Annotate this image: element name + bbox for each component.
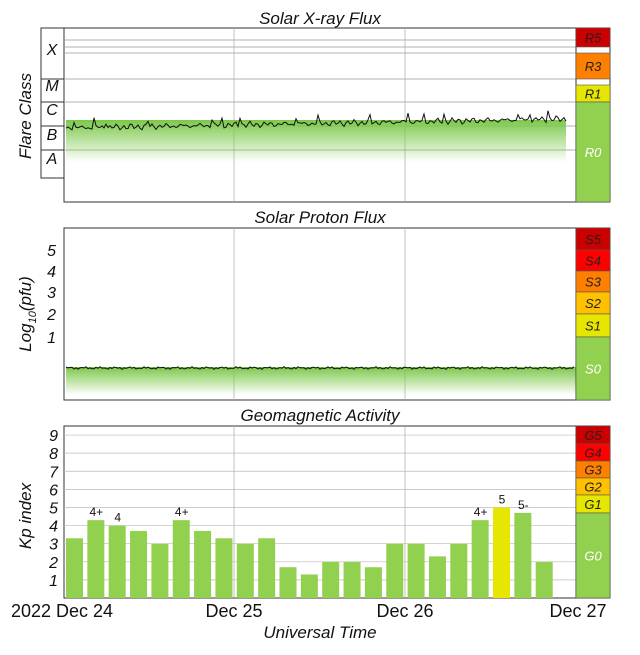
g-scale-label: G3: [584, 463, 602, 478]
r-scale-band: [575, 52, 611, 80]
kp-bar: [471, 520, 489, 598]
kp-tick: 8: [49, 446, 58, 463]
flare-class-label: C: [46, 102, 58, 119]
s-scale-label: S2: [585, 296, 602, 311]
g-scale-label: G4: [584, 446, 601, 461]
kp-tick: 7: [49, 464, 59, 481]
kp-bar: [194, 531, 212, 598]
kp-tick: 9: [49, 428, 58, 445]
ylabel-proton-unit: (pfu): [16, 276, 35, 311]
kp-bar: [236, 543, 254, 598]
ylabel-geomag: Kp index: [16, 482, 35, 549]
x-tick-dec26: Dec 26: [376, 601, 433, 621]
kp-tick: 1: [49, 573, 58, 590]
kp-bar: [322, 561, 340, 598]
kp-bar: [279, 567, 297, 598]
kp-bar: [300, 574, 318, 598]
r-scale-band: [575, 101, 611, 203]
s-scale-band: [575, 336, 611, 401]
r-scale-label: R0: [585, 145, 602, 160]
r-scale-band: [575, 27, 611, 48]
proton-tick: 5: [47, 243, 56, 260]
scale-bars: R5 R3 R1 R0 S5 S4 S3 S2 S1 S0 G5 G4 G3 G2 G1 G0: [575, 27, 611, 599]
kp-bar: [151, 543, 169, 598]
s-scale-label: S1: [585, 319, 601, 334]
ylabel-xray: Flare Class: [16, 73, 35, 159]
ylabel-proton-sub: 10: [27, 310, 39, 323]
kp-bar-label: 4+: [474, 505, 488, 519]
proton-tick: 1: [47, 330, 56, 347]
x-tick-dec27: Dec 27: [549, 601, 606, 621]
x-tick-dec24: 2022 Dec 24: [11, 601, 113, 621]
s-scale-label: S5: [585, 232, 602, 247]
kp-bar: [87, 520, 105, 598]
proton-fill: [66, 367, 576, 395]
g-scale-band: [575, 512, 611, 599]
kp-bar: [215, 538, 233, 598]
kp-bar: [514, 512, 532, 598]
kp-bar: [407, 543, 425, 598]
panel-title-geomag: Geomagnetic Activity: [240, 406, 401, 425]
plot-panels: [63, 27, 577, 599]
s-scale-label: S3: [585, 275, 602, 290]
panel-title-xray: Solar X-ray Flux: [259, 9, 381, 28]
kp-bar-label: 4+: [90, 505, 104, 519]
r-scale-label: R3: [585, 59, 602, 74]
flare-class-label: B: [47, 127, 58, 144]
kp-tick: 4: [49, 519, 58, 536]
kp-bar: [428, 556, 446, 598]
x-tick-dec25: Dec 25: [205, 601, 262, 621]
proton-tick: 3: [47, 285, 56, 302]
ylabel-proton: Log10(pfu): [16, 276, 39, 352]
kp-bar: [66, 538, 83, 598]
x-axis-label: Universal Time: [263, 623, 376, 642]
kp-bar: [130, 531, 148, 598]
g-scale-label: G2: [584, 480, 602, 495]
xray-plot-area: [63, 27, 577, 203]
kp-bar-label: 4+: [175, 505, 189, 519]
proton-flux-line: [65, 365, 575, 371]
kp-plot-area: [63, 425, 577, 599]
proton-tick: 2: [46, 307, 56, 324]
kp-bar: [535, 561, 553, 598]
flare-class-label: A: [46, 151, 58, 168]
g-scale-label: G0: [584, 549, 602, 564]
panel-title-proton: Solar Proton Flux: [254, 208, 386, 227]
g-scale-label: G1: [584, 497, 601, 512]
s-scale-label: S0: [585, 362, 602, 377]
kp-bar: [364, 567, 382, 598]
kp-bar: [108, 525, 126, 598]
kp-tick: 5: [49, 500, 58, 517]
flare-class-label: X: [46, 42, 59, 59]
kp-bar-label: 5: [499, 492, 506, 506]
kp-bar: [450, 543, 468, 598]
ylabel-proton-main: Log: [16, 323, 35, 352]
kp-tick: 2: [48, 555, 58, 572]
kp-bar-label: 4: [114, 511, 121, 525]
kp-bar: [386, 543, 404, 598]
kp-bars: 4+ 4 4+ 4+ 5 5-: [66, 492, 553, 598]
flare-class-label: M: [45, 78, 59, 95]
s-scale-label: S4: [585, 254, 601, 269]
r-scale-label: R1: [585, 87, 602, 102]
proton-tick: 4: [47, 264, 56, 281]
xray-fill: [66, 120, 566, 162]
kp-bar-label: 5-: [518, 498, 529, 512]
kp-bar: [343, 561, 361, 598]
kp-tick: 3: [49, 537, 58, 554]
kp-tick: 6: [49, 482, 58, 499]
g-scale-label: G5: [584, 428, 602, 443]
kp-bar: [172, 520, 190, 598]
r-scale-label: R5: [585, 31, 602, 46]
kp-bar: [258, 538, 276, 598]
kp-bar: [493, 507, 510, 598]
xray-flux-line: [65, 110, 567, 131]
